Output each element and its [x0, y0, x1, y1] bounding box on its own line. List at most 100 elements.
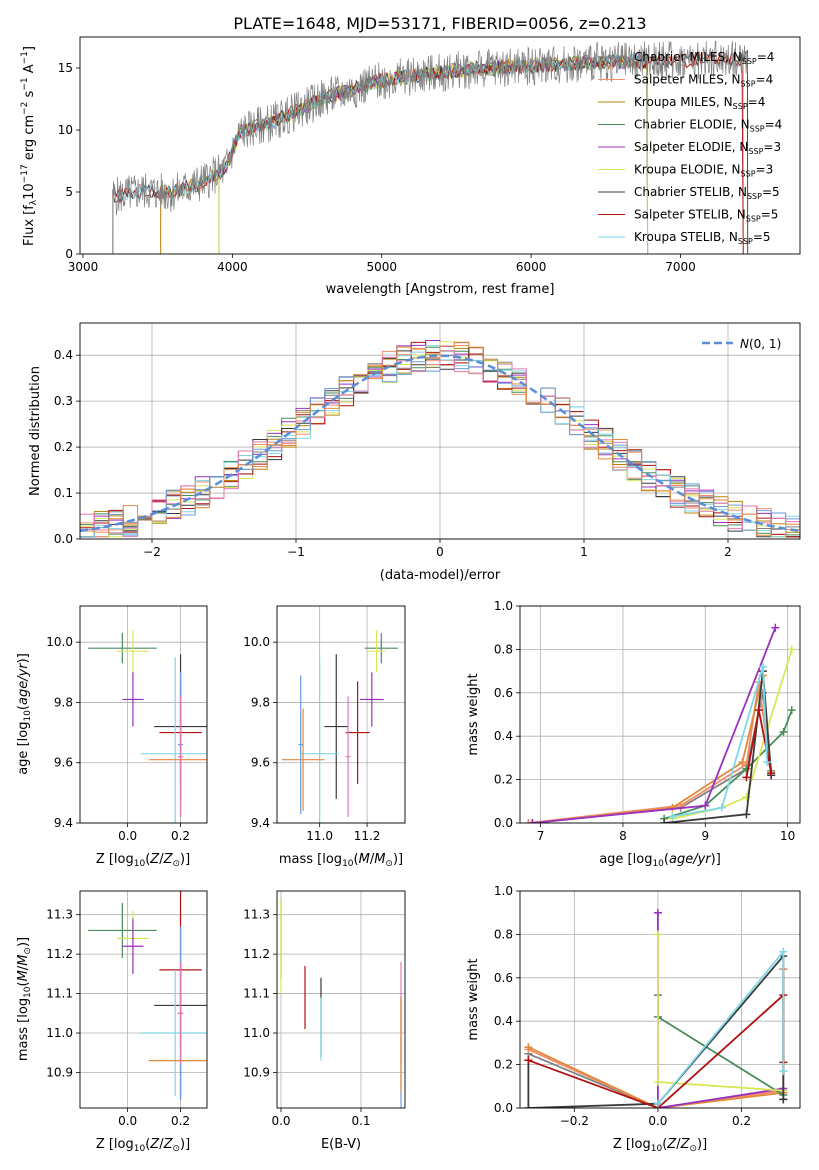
x-tick-label: 0.1 [351, 1114, 370, 1128]
axes-frame [519, 890, 801, 1109]
y-tick-label: 0 [65, 247, 73, 261]
y-tick-label: 0.0 [494, 1101, 513, 1115]
legend-label: Kroupa ELODIE, NSSP=3 [634, 163, 773, 179]
mass-weight-marker [524, 819, 533, 823]
mass-weight-marker [528, 819, 537, 823]
plot-area [524, 908, 788, 1108]
axes-frame [519, 605, 801, 824]
y-tick-label: 5 [65, 185, 73, 199]
y-tick-label: 0.6 [494, 971, 513, 985]
plot-area [112, 40, 749, 254]
y-tick-label: 0.3 [54, 394, 73, 408]
axes-frame [79, 36, 801, 255]
y-tick-label: 11.3 [46, 908, 73, 922]
x-tick-label: 11.2 [354, 829, 381, 843]
x-tick-label: 0.2 [732, 1114, 751, 1128]
y-tick-label: 9.8 [54, 695, 73, 709]
axes-frame [79, 890, 208, 1109]
y-tick-label: 1.0 [494, 884, 513, 898]
x-tick-label: 7 [537, 829, 545, 843]
mass-weight-marker [742, 773, 751, 782]
axes-frame [79, 322, 801, 540]
spectrum-panel: 3000 4000 5000 6000 7000 0 5 10 15 wavelength [An… [58, 36, 801, 297]
y-tick-label: 9.4 [54, 816, 73, 830]
mass-weight-marker [653, 1099, 662, 1108]
ticks: 0.0 0.2 10.9 11.0 11.1 11.2 11.3 [46, 908, 190, 1128]
y-tick-label: 0.8 [494, 642, 513, 656]
legend-label: Salpeter ELODIE, NSSP=3 [634, 140, 781, 156]
legend-label: N(0, 1) [740, 337, 781, 351]
mass-weight-marker [653, 908, 662, 917]
mass-vs-z-ylabel: mass [log10(M/M⊙)] [16, 937, 33, 1061]
mass-weight-marker [763, 758, 772, 767]
mass-weight-marker [758, 662, 767, 671]
legend-label: Chabrier MILES, NSSP=4 [634, 50, 774, 66]
x-tick-label: 6000 [516, 260, 547, 274]
y-tick-label: 11.0 [46, 1026, 73, 1040]
mass-weight-marker [767, 769, 776, 778]
x-tick-label: −1 [287, 545, 305, 559]
mass-weight-marker [524, 1104, 533, 1108]
y-tick-label: 0.4 [494, 1014, 513, 1028]
ticks: −0.2 0.0 0.2 0.0 0.2 0.4 0.6 0.8 1.0 [494, 884, 751, 1128]
mass-weight-line [657, 912, 784, 1108]
mass-weight-marker [779, 947, 788, 956]
x-tick-label: 0.0 [648, 1114, 667, 1128]
ticks: 7 8 9 10 0.0 0.2 0.4 0.6 0.8 1.0 [494, 599, 795, 843]
axes-frame [79, 605, 208, 824]
y-tick-label: 10 [58, 123, 73, 137]
x-tick-label: 0 [436, 545, 444, 559]
mass-weight-line [528, 1046, 784, 1108]
y-tick-label: 0.0 [494, 816, 513, 830]
y-tick-label: 11.0 [243, 1026, 270, 1040]
age-vs-mass-panel: 11.0 11.2 9.4 9.6 9.8 10.0 mass [log10(M/M⊙)] [243, 605, 406, 869]
figure-title: PLATE=1648, MJD=53171, FIBERID=0056, z=0… [233, 14, 646, 33]
y-tick-label: 11.1 [243, 987, 270, 1001]
plot-area [80, 339, 800, 538]
y-tick-label: 0.4 [494, 729, 513, 743]
model-spectrum-line [160, 52, 649, 254]
legend-label: Kroupa STELIB, NSSP=5 [634, 230, 771, 246]
y-tick-label: 0.0 [54, 532, 73, 546]
legend-label: Kroupa MILES, NSSP=4 [634, 95, 765, 111]
y-tick-label: 11.2 [46, 947, 73, 961]
y-tick-label: 11.2 [243, 947, 270, 961]
x-tick-label: 2 [724, 545, 732, 559]
y-tick-label: 0.2 [54, 440, 73, 454]
x-tick-label: −0.2 [560, 1114, 589, 1128]
y-tick-label: 9.4 [251, 816, 270, 830]
mass-weight-marker [524, 1056, 533, 1065]
age-vs-z-ylabel: age [log10(age/yr)] [16, 653, 33, 775]
mass-weight-marker [524, 1043, 533, 1052]
y-tick-label: 0.4 [54, 348, 73, 362]
mass-weight-line [532, 675, 773, 823]
x-tick-label: 7000 [665, 260, 696, 274]
y-tick-label: 0.1 [54, 486, 73, 500]
x-tick-label: 4000 [217, 260, 248, 274]
y-tick-label: 10.0 [46, 635, 73, 649]
mass-vs-metallicity-panel: 0.0 0.2 10.9 11.0 11.1 11.2 11.3 Z [log10(Z/Z⊙)… [16, 890, 208, 1154]
x-tick-label: 0.0 [118, 1114, 137, 1128]
y-tick-label: 1.0 [494, 599, 513, 613]
y-tick-label: 9.6 [54, 756, 73, 770]
x-tick-label: 0.0 [118, 829, 137, 843]
y-tick-label: 15 [58, 61, 73, 75]
age-vs-z-xlabel: Z [log10(Z/Z⊙)] [96, 852, 190, 869]
histogram-ylabel: Normed distribution [28, 366, 43, 496]
y-tick-label: 0.2 [494, 773, 513, 787]
y-tick-label: 11.1 [46, 987, 73, 1001]
mass-weight-vs-z-xlabel: Z [log10(Z/Z⊙)] [613, 1137, 707, 1154]
mass-weight-marker [787, 706, 796, 715]
ticks: 11.0 11.2 9.4 9.6 9.8 10.0 [243, 635, 380, 843]
legend-label: Salpeter STELIB, NSSP=5 [634, 208, 778, 224]
mass-weight-marker [779, 727, 788, 736]
x-tick-label: 0.2 [171, 829, 190, 843]
x-tick-label: 9 [701, 829, 709, 843]
mass-weight-marker [771, 623, 780, 632]
x-tick-label: 11.0 [306, 829, 333, 843]
mass-weight-line [672, 649, 793, 820]
y-tick-label: 10.9 [243, 1065, 270, 1079]
residual-histogram-panel: −2 −1 0 1 2 0.0 0.1 0.2 0.3 0.4 (data-model)/error… [28, 322, 801, 583]
mass-weight-marker [787, 645, 796, 654]
